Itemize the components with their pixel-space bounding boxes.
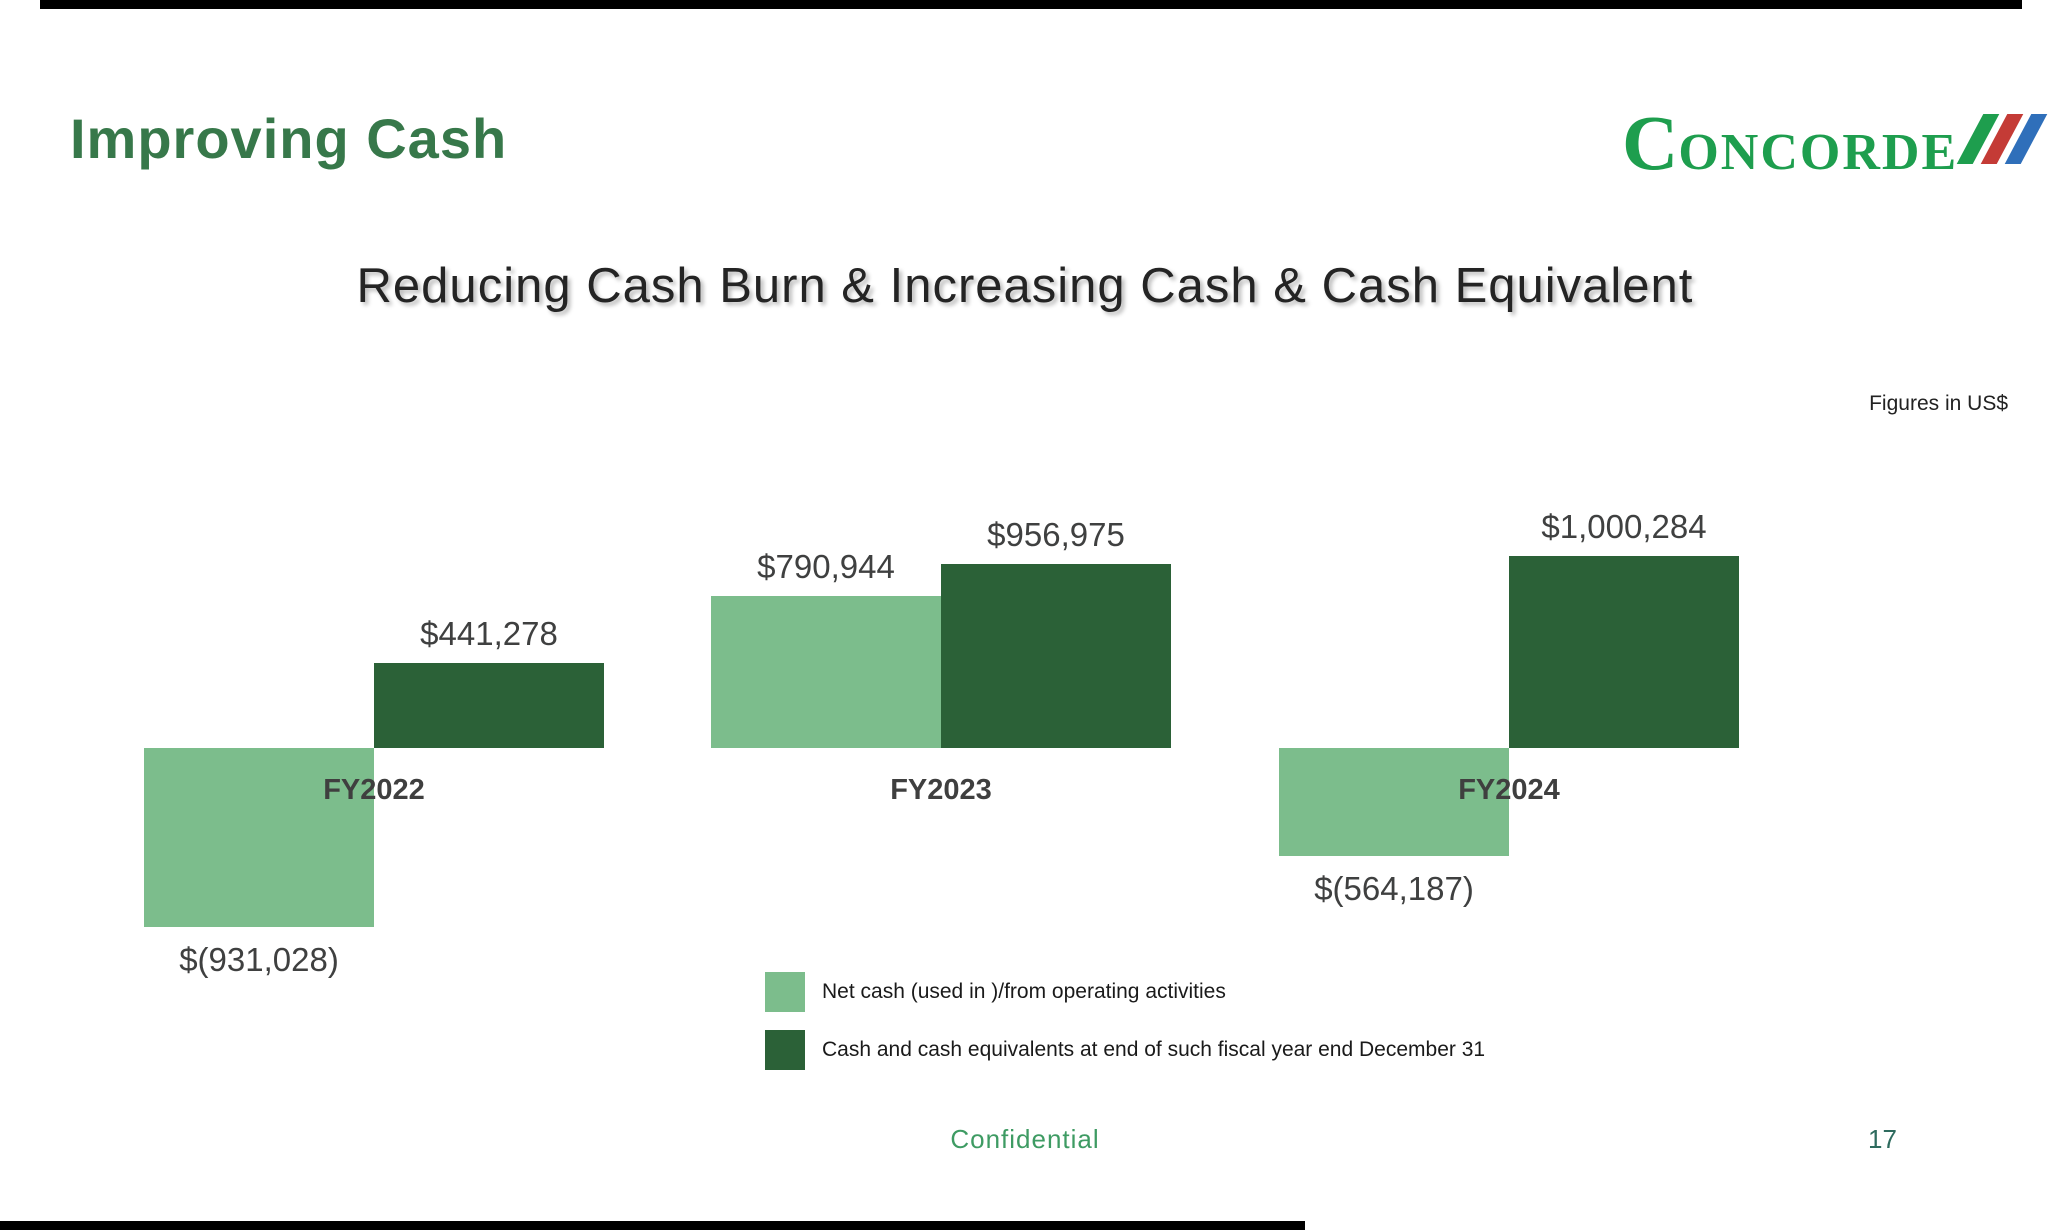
bar-cash-equivalents-fy2023: [941, 564, 1171, 748]
top-divider-bar: [40, 0, 2022, 9]
legend-item-net-cash: Net cash (used in )/from operating activ…: [765, 972, 1485, 1012]
legend-label-net-cash: Net cash (used in )/from operating activ…: [822, 980, 1226, 1003]
category-label-fy2023: FY2023: [890, 774, 992, 806]
logo-letter-c: C: [1622, 99, 1679, 186]
bar-net-cash-fy2024: [1279, 748, 1509, 857]
page-number: 17: [1868, 1124, 1897, 1154]
bottom-divider-bar: [0, 1221, 1305, 1230]
category-label-fy2022: FY2022: [323, 774, 425, 806]
value-label-cash-equivalents-fy2024: $1,000,284: [1541, 507, 1707, 545]
chart-legend: Net cash (used in )/from operating activ…: [765, 972, 1485, 1088]
bar-net-cash-fy2023: [711, 596, 941, 748]
category-label-fy2024: FY2024: [1458, 774, 1560, 806]
bar-cash-equivalents-fy2022: [374, 663, 604, 748]
legend-label-cash-equivalents: Cash and cash equivalents at end of such…: [822, 1038, 1486, 1061]
value-label-cash-equivalents-fy2022: $441,278: [420, 615, 558, 653]
chart-title: Reducing Cash Burn & Increasing Cash & C…: [356, 259, 1694, 313]
value-label-net-cash-fy2023: $790,944: [757, 548, 895, 586]
concorde-logo: CONCORDE: [1622, 104, 2048, 182]
legend-item-cash-equivalents: Cash and cash equivalents at end of such…: [765, 1030, 1485, 1070]
logo-wordmark: CONCORDE: [1622, 104, 1958, 182]
logo-wordmark-rest: ONCORDE: [1678, 124, 1959, 181]
figures-unit-note: Figures in US$: [1869, 392, 2008, 415]
bar-cash-equivalents-fy2024: [1509, 555, 1739, 748]
legend-swatch-dark-green: [765, 1030, 805, 1070]
bar-net-cash-fy2022: [144, 748, 374, 927]
value-label-cash-equivalents-fy2023: $956,975: [987, 516, 1125, 554]
legend-swatch-light-green: [765, 972, 805, 1012]
value-label-net-cash-fy2022: $(931,028): [179, 940, 339, 978]
confidential-footer: Confidential: [950, 1124, 1100, 1154]
page-title: Improving Cash: [70, 107, 508, 170]
value-label-net-cash-fy2024: $(564,187): [1314, 870, 1474, 908]
